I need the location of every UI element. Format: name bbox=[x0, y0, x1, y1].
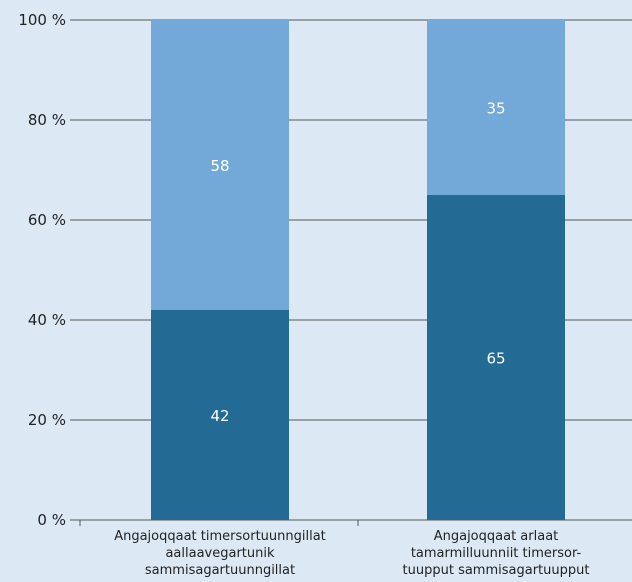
y-tick-label: 60 % bbox=[28, 211, 66, 229]
data-label: 65 bbox=[486, 350, 505, 368]
bars bbox=[151, 20, 565, 520]
x-category-label: tamarmilluunniit timersor- bbox=[411, 546, 582, 561]
y-tick-label: 80 % bbox=[28, 111, 66, 129]
y-tick-label: 100 % bbox=[18, 11, 66, 29]
y-tick-label: 20 % bbox=[28, 411, 66, 429]
x-axis-category-labels: Angajoqqaat timersortuunngillat aallaaveg… bbox=[114, 529, 589, 578]
y-tick-label: 0 % bbox=[37, 511, 66, 529]
y-axis-tick-labels: 0 % 20 % 40 % 60 % 80 % 100 % bbox=[18, 11, 66, 529]
x-category-label: tuupput sammisagartuupput bbox=[403, 563, 590, 578]
data-label: 42 bbox=[210, 407, 229, 425]
x-category-label: Angajoqqaat arlaat bbox=[434, 529, 559, 544]
x-category-label: sammisagartuunngillat bbox=[145, 563, 295, 578]
bar-segment bbox=[427, 195, 565, 520]
x-category-label: aallaavegartunik bbox=[165, 546, 275, 561]
bar-segment bbox=[151, 310, 289, 520]
data-labels: 42 58 65 35 bbox=[210, 100, 505, 426]
data-label: 58 bbox=[210, 157, 229, 175]
bar-segment bbox=[151, 20, 289, 310]
data-label: 35 bbox=[486, 100, 505, 118]
bar-segment bbox=[427, 20, 565, 195]
x-category-label: Angajoqqaat timersortuunngillat bbox=[114, 529, 326, 544]
y-tick-label: 40 % bbox=[28, 311, 66, 329]
